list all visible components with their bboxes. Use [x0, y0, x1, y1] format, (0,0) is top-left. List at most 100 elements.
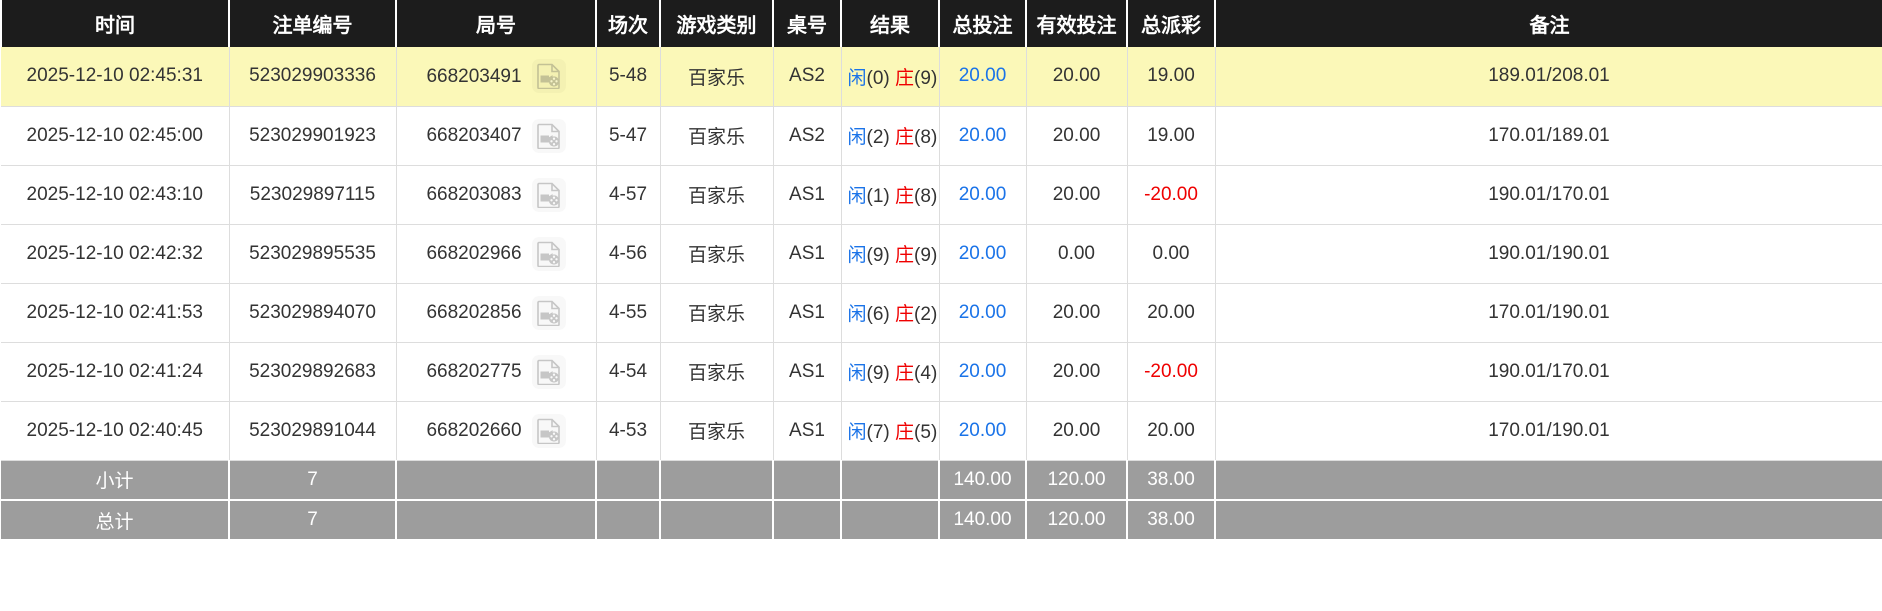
cell-valid-bet: 20.00 — [1026, 401, 1128, 461]
cell-table-no: AS1 — [773, 224, 842, 284]
video-replay-icon[interactable] — [532, 119, 566, 153]
summary-valid-bet: 120.00 — [1026, 500, 1128, 541]
cell-time: 2025-12-10 02:45:00 — [1, 106, 230, 166]
summary-total-bet: 140.00 — [939, 500, 1027, 541]
summary-result — [841, 500, 940, 541]
cell-session: 4-54 — [596, 342, 661, 402]
cell-table-no: AS2 — [773, 106, 842, 166]
column-header-round[interactable]: 局号 — [396, 0, 597, 47]
result-player-value: (2) — [866, 127, 890, 148]
table-row[interactable]: 2025-12-10 02:43:10 523029897115 668203083… — [1, 165, 1882, 225]
video-replay-icon[interactable] — [532, 178, 566, 212]
round-number: 668203407 — [426, 125, 522, 146]
cell-result: 闲(2) 庄(8) — [841, 106, 940, 166]
cell-result: 闲(6) 庄(2) — [841, 283, 940, 343]
cell-total-payout: 20.00 — [1127, 401, 1216, 461]
summary-valid-bet: 120.00 — [1026, 460, 1128, 501]
cell-bet-id: 523029903336 — [229, 47, 397, 107]
cell-remark: 189.01/208.01 — [1215, 47, 1882, 107]
cell-time: 2025-12-10 02:41:24 — [1, 342, 230, 402]
result-banker-value: (8) — [914, 127, 938, 148]
cell-session: 5-48 — [596, 47, 661, 107]
column-header-table_no[interactable]: 桌号 — [773, 0, 842, 47]
result-player-value: (9) — [866, 363, 890, 384]
video-replay-icon[interactable] — [532, 296, 566, 330]
video-replay-icon[interactable] — [532, 355, 566, 389]
cell-result: 闲(9) 庄(4) — [841, 342, 940, 402]
cell-total-bet: 20.00 — [939, 342, 1027, 402]
table-body: 2025-12-10 02:45:31 523029903336 668203491… — [1, 47, 1882, 541]
table-row[interactable]: 2025-12-10 02:45:31 523029903336 668203491… — [1, 47, 1882, 107]
result-player-label: 闲 — [847, 245, 867, 266]
cell-valid-bet: 20.00 — [1026, 342, 1128, 402]
video-replay-icon[interactable] — [532, 237, 566, 271]
cell-game-type: 百家乐 — [660, 165, 774, 225]
cell-game-type: 百家乐 — [660, 106, 774, 166]
cell-time: 2025-12-10 02:42:32 — [1, 224, 230, 284]
cell-table-no: AS1 — [773, 165, 842, 225]
column-header-game_type[interactable]: 游戏类别 — [660, 0, 774, 47]
cell-game-type: 百家乐 — [660, 283, 774, 343]
column-header-valid_bet[interactable]: 有效投注 — [1026, 0, 1128, 47]
table-row[interactable]: 2025-12-10 02:40:45 523029891044 668202660… — [1, 401, 1882, 461]
cell-bet-id: 523029895535 — [229, 224, 397, 284]
cell-session: 4-55 — [596, 283, 661, 343]
video-replay-icon[interactable] — [532, 59, 566, 93]
cell-session: 4-56 — [596, 224, 661, 284]
cell-total-payout: -20.00 — [1127, 165, 1216, 225]
cell-bet-id: 523029897115 — [229, 165, 397, 225]
result-player-label: 闲 — [847, 422, 867, 443]
summary-count: 7 — [229, 460, 397, 501]
table-row[interactable]: 2025-12-10 02:45:00 523029901923 668203407… — [1, 106, 1882, 166]
result-player-value: (6) — [866, 304, 890, 325]
cell-total-payout: 19.00 — [1127, 47, 1216, 107]
result-player-value: (1) — [866, 186, 890, 207]
column-header-result[interactable]: 结果 — [841, 0, 940, 47]
cell-game-type: 百家乐 — [660, 342, 774, 402]
result-banker-value: (4) — [914, 363, 938, 384]
column-header-total_bet[interactable]: 总投注 — [939, 0, 1027, 47]
column-header-time[interactable]: 时间 — [0, 0, 230, 47]
cell-table-no: AS1 — [773, 401, 842, 461]
cell-remark: 170.01/190.01 — [1215, 401, 1882, 461]
cell-total-bet: 20.00 — [939, 283, 1027, 343]
cell-bet-id: 523029892683 — [229, 342, 397, 402]
summary-table-no — [773, 460, 842, 501]
result-banker-label: 庄 — [895, 363, 915, 384]
column-header-remark[interactable]: 备注 — [1215, 0, 1882, 47]
result-banker-label: 庄 — [895, 422, 915, 443]
table-row[interactable]: 2025-12-10 02:42:32 523029895535 668202966… — [1, 224, 1882, 284]
round-number: 668202775 — [426, 361, 522, 382]
cell-time: 2025-12-10 02:41:53 — [1, 283, 230, 343]
result-player-label: 闲 — [847, 127, 867, 148]
video-replay-icon[interactable] — [532, 414, 566, 448]
cell-total-payout: 0.00 — [1127, 224, 1216, 284]
cell-game-type: 百家乐 — [660, 47, 774, 107]
column-header-session[interactable]: 场次 — [596, 0, 661, 47]
cell-session: 4-57 — [596, 165, 661, 225]
result-player-label: 闲 — [847, 363, 867, 384]
cell-valid-bet: 20.00 — [1026, 106, 1128, 166]
cell-result: 闲(9) 庄(9) — [841, 224, 940, 284]
result-banker-value: (8) — [914, 186, 938, 207]
round-number: 668203491 — [426, 65, 522, 87]
header-row: 时间 注单编号 局号 场次 游戏类别 桌号 结果 总投注 有效投注 总派彩 备注 — [0, 0, 1882, 47]
cell-session: 4-53 — [596, 401, 661, 461]
table-row[interactable]: 2025-12-10 02:41:53 523029894070 668202856… — [1, 283, 1882, 343]
summary-label: 小计 — [1, 460, 230, 501]
cell-game-type: 百家乐 — [660, 224, 774, 284]
summary-game-type — [660, 460, 774, 501]
column-header-total_payout[interactable]: 总派彩 — [1127, 0, 1216, 47]
result-player-label: 闲 — [847, 186, 867, 207]
cell-bet-id: 523029891044 — [229, 401, 397, 461]
cell-valid-bet: 20.00 — [1026, 165, 1128, 225]
column-header-bet_id[interactable]: 注单编号 — [229, 0, 397, 47]
cell-game-type: 百家乐 — [660, 401, 774, 461]
table-row[interactable]: 2025-12-10 02:41:24 523029892683 668202775… — [1, 342, 1882, 402]
cell-remark: 190.01/170.01 — [1215, 342, 1882, 402]
cell-result: 闲(0) 庄(9) — [841, 47, 940, 107]
cell-round: 668202660 — [396, 401, 597, 461]
cell-bet-id: 523029894070 — [229, 283, 397, 343]
round-number: 668203083 — [426, 184, 522, 205]
cell-remark: 190.01/190.01 — [1215, 224, 1882, 284]
